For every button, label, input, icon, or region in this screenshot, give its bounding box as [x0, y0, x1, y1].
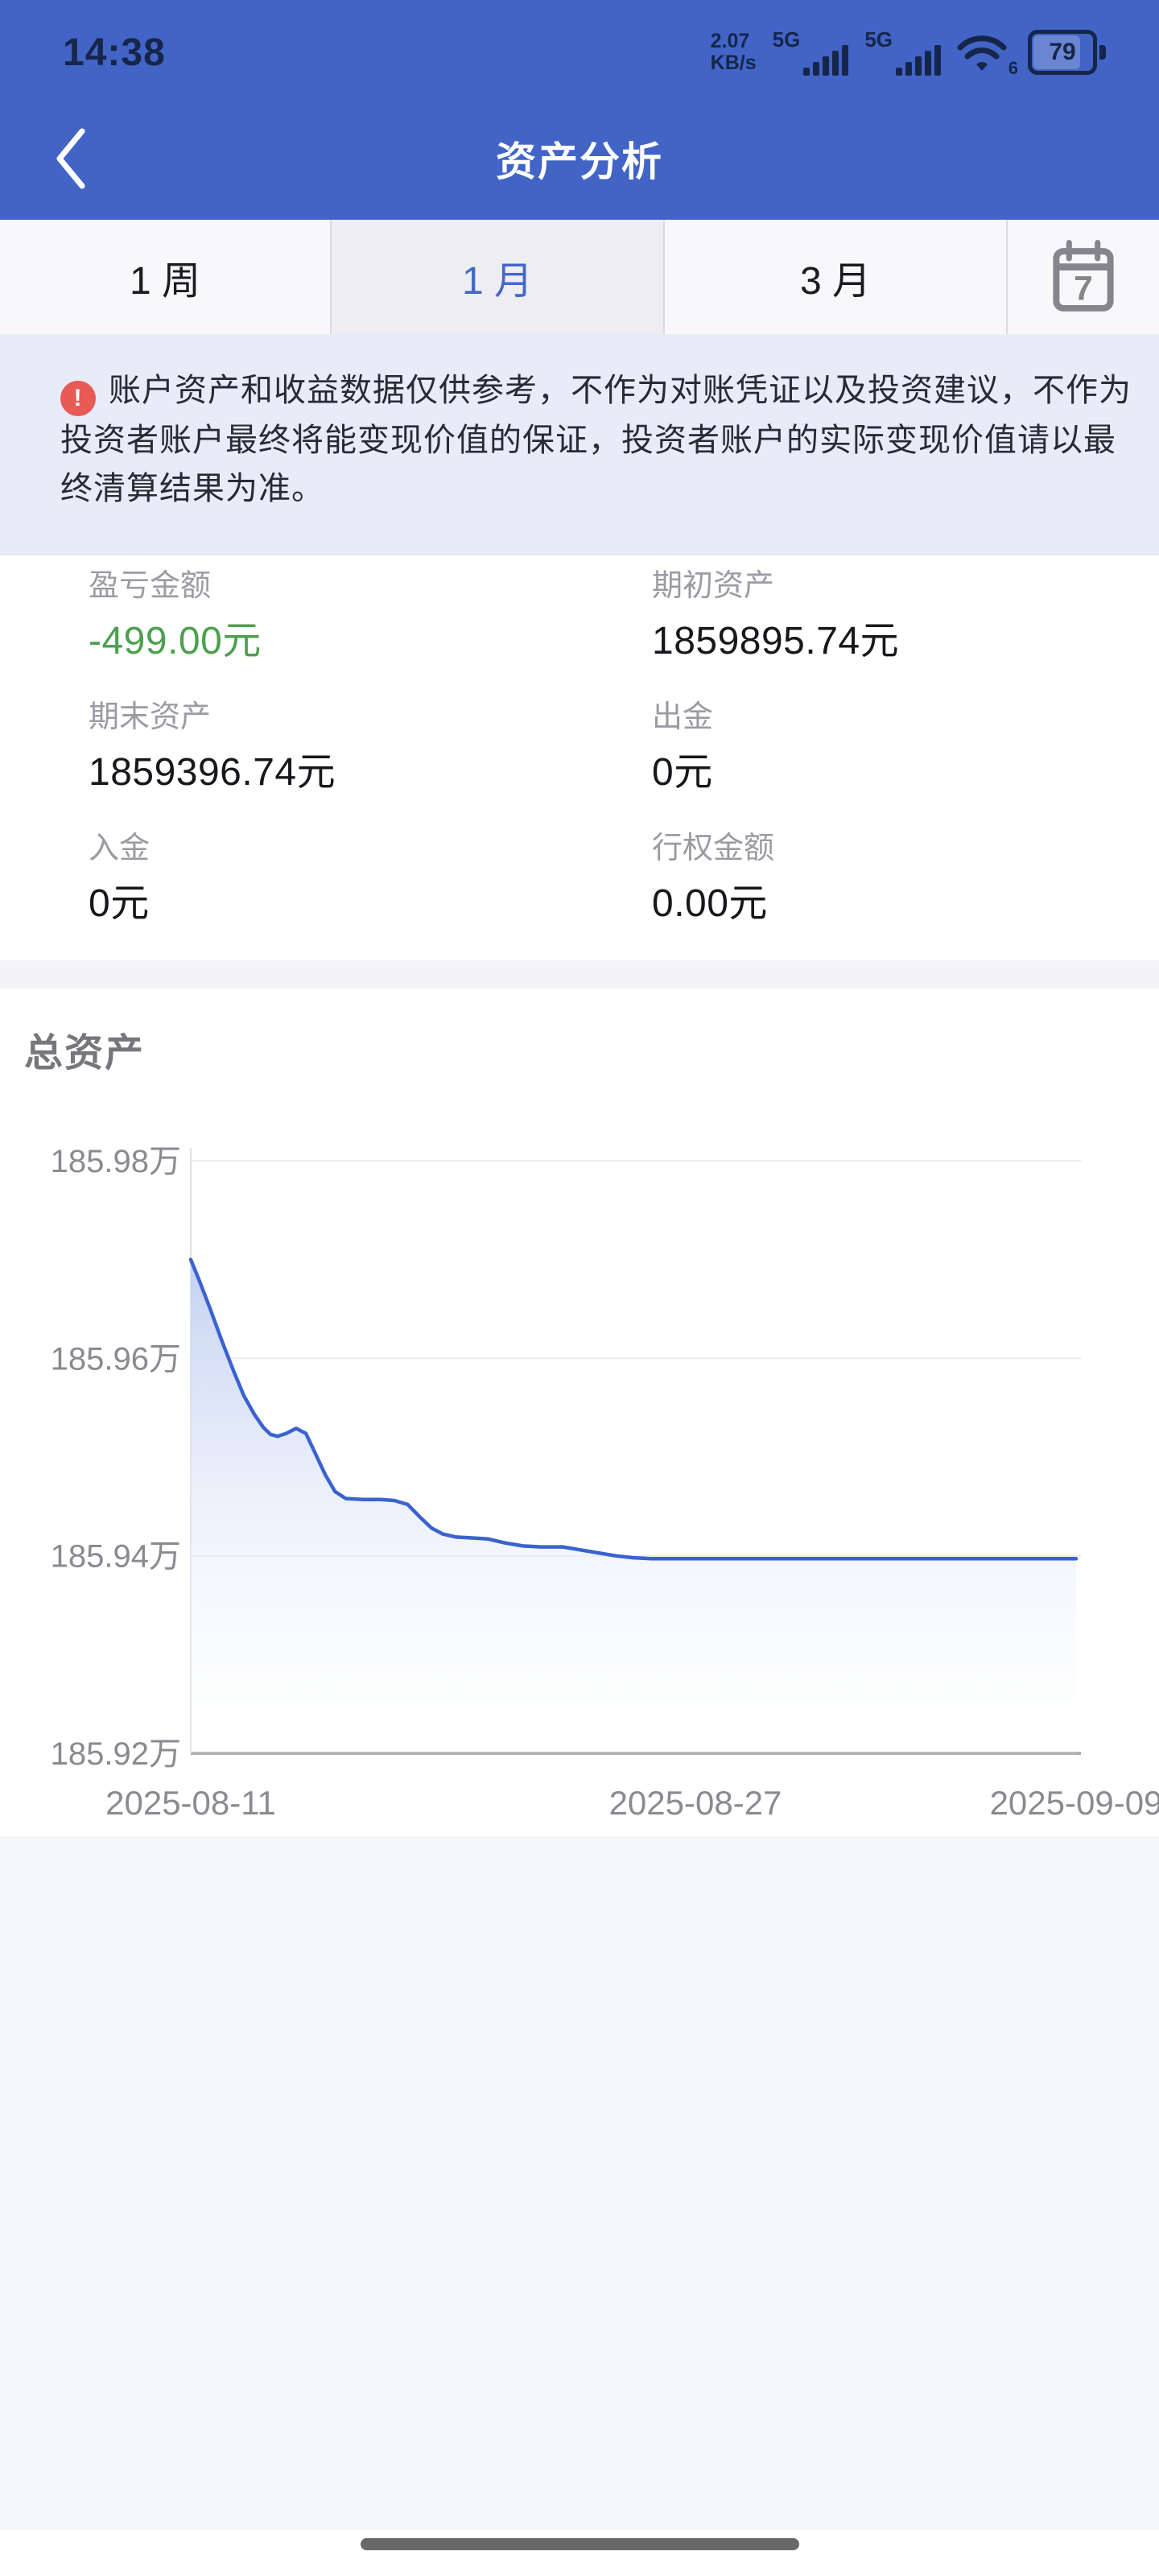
tab-1-month[interactable]: 1 月: [332, 220, 665, 334]
summary-item-closing-assets: 期末资产 1859396.74元: [0, 696, 563, 828]
page-background: [0, 1837, 1159, 2531]
summary-item-withdrawals: 出金 0元: [563, 696, 1159, 828]
battery-fill: [1033, 35, 1080, 69]
summary-value: 1859895.74元: [652, 620, 900, 663]
tab-1-week[interactable]: 1 周: [0, 220, 332, 334]
summary-grid: 盈亏金额 -499.00元 期初资产 1859895.74元 期末资产 1859…: [0, 555, 1159, 960]
summary-label: 期初资产: [652, 569, 775, 603]
summary-item-exercise-amount: 行权金额 0.00元: [563, 828, 1159, 959]
svg-text:2025-09-09: 2025-09-09: [990, 1784, 1159, 1822]
summary-label: 行权金额: [652, 832, 775, 865]
wifi-standard-label: 6: [1008, 57, 1018, 78]
app-header: 资产分析: [0, 97, 1159, 220]
summary-value: 1859396.74元: [89, 751, 336, 794]
status-icons: 2.07 KB/s 5G 5G 6: [711, 27, 1106, 78]
svg-text:2025-08-27: 2025-08-27: [609, 1784, 782, 1822]
cellular-signal-2: 5G: [864, 27, 941, 76]
wifi-icon: 6: [957, 33, 1018, 78]
signal-bars-icon: [803, 40, 849, 76]
home-indicator[interactable]: [360, 2538, 799, 2550]
disclaimer-text: 账户资产和收益数据仅供参考，不作为对账凭证以及投资建议，不作为投资者账户最终将能…: [60, 373, 1132, 506]
tab-3-months[interactable]: 3 月: [665, 220, 1008, 334]
calendar-picker-button[interactable]: 7: [1008, 220, 1159, 334]
summary-item-deposits: 入金 0元: [0, 828, 563, 959]
speed-unit: KB/s: [710, 52, 757, 74]
summary-item-opening-assets: 期初资产 1859895.74元: [563, 565, 1159, 696]
period-tabs: 1 周 1 月 3 月 7: [0, 220, 1159, 335]
svg-text:185.96万: 185.96万: [51, 1341, 181, 1377]
summary-value: -499.00元: [89, 620, 262, 663]
battery-icon: 79: [1028, 30, 1106, 75]
total-assets-chart: 185.98万 185.96万 185.94万 185.92万 2025-08-11 20…: [51, 1144, 1159, 1822]
warning-icon: !: [60, 381, 96, 416]
page-title: 资产分析: [496, 138, 663, 184]
section-divider: [0, 960, 1159, 989]
summary-value: 0元: [652, 751, 713, 794]
speed-value: 2.07: [710, 30, 750, 52]
network-type-label: 5G: [864, 27, 893, 52]
chevron-left-icon: [56, 128, 85, 189]
network-type-label: 5G: [772, 27, 801, 52]
summary-label: 期末资产: [89, 700, 212, 734]
svg-text:185.94万: 185.94万: [51, 1539, 181, 1575]
back-button[interactable]: [39, 124, 103, 193]
summary-label: 盈亏金额: [89, 569, 212, 603]
summary-label: 入金: [89, 832, 151, 865]
summary-value: 0.00元: [652, 882, 768, 925]
status-bar: 14:38 2.07 KB/s 5G 5G: [0, 0, 1159, 97]
chart-title: 总资产: [24, 1032, 146, 1075]
cellular-signal-1: 5G: [772, 27, 849, 76]
svg-text:2025-08-11: 2025-08-11: [105, 1784, 276, 1822]
network-speed: 2.07 KB/s: [711, 31, 757, 74]
signal-bars-icon: [896, 40, 941, 76]
calendar-icon: 7: [1053, 240, 1114, 312]
status-time: 14:38: [63, 31, 166, 74]
disclaimer-paragraph: ! 账户资产和收益数据仅供参考，不作为对账凭证以及投资建议，不作为投资者账户最终将…: [60, 366, 1136, 513]
svg-text:185.92万: 185.92万: [51, 1736, 181, 1772]
summary-value: 0元: [89, 882, 150, 925]
svg-text:185.98万: 185.98万: [51, 1144, 181, 1179]
battery-percent: 79: [1049, 39, 1076, 65]
home-strip: [0, 2530, 1159, 2576]
summary-item-profit-loss: 盈亏金额 -499.00元: [0, 565, 563, 696]
calendar-day-number: 7: [1074, 269, 1093, 307]
summary-label: 出金: [652, 700, 714, 734]
disclaimer-banner: ! 账户资产和收益数据仅供参考，不作为对账凭证以及投资建议，不作为投资者账户最终将…: [0, 334, 1159, 555]
total-assets-card: 总资产 185.98万 185.96万 185.94万 185.92万 2025-08-…: [0, 989, 1159, 1837]
